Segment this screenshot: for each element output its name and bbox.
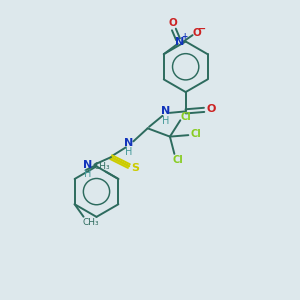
Text: Cl: Cl xyxy=(190,129,201,139)
Text: N: N xyxy=(83,160,92,170)
Text: Cl: Cl xyxy=(181,112,192,122)
Text: −: − xyxy=(198,24,206,34)
Text: O: O xyxy=(168,18,177,28)
Text: S: S xyxy=(131,163,140,172)
Text: O: O xyxy=(206,104,216,114)
Text: N: N xyxy=(161,106,170,116)
Text: +: + xyxy=(182,32,188,41)
Text: O: O xyxy=(192,28,201,38)
Text: Cl: Cl xyxy=(172,155,183,165)
Text: N: N xyxy=(124,138,133,148)
Text: N: N xyxy=(175,37,184,47)
Text: H: H xyxy=(162,116,169,126)
Text: CH₃: CH₃ xyxy=(93,162,110,171)
Text: H: H xyxy=(84,169,92,179)
Text: CH₃: CH₃ xyxy=(82,218,99,226)
Text: H: H xyxy=(124,147,132,157)
